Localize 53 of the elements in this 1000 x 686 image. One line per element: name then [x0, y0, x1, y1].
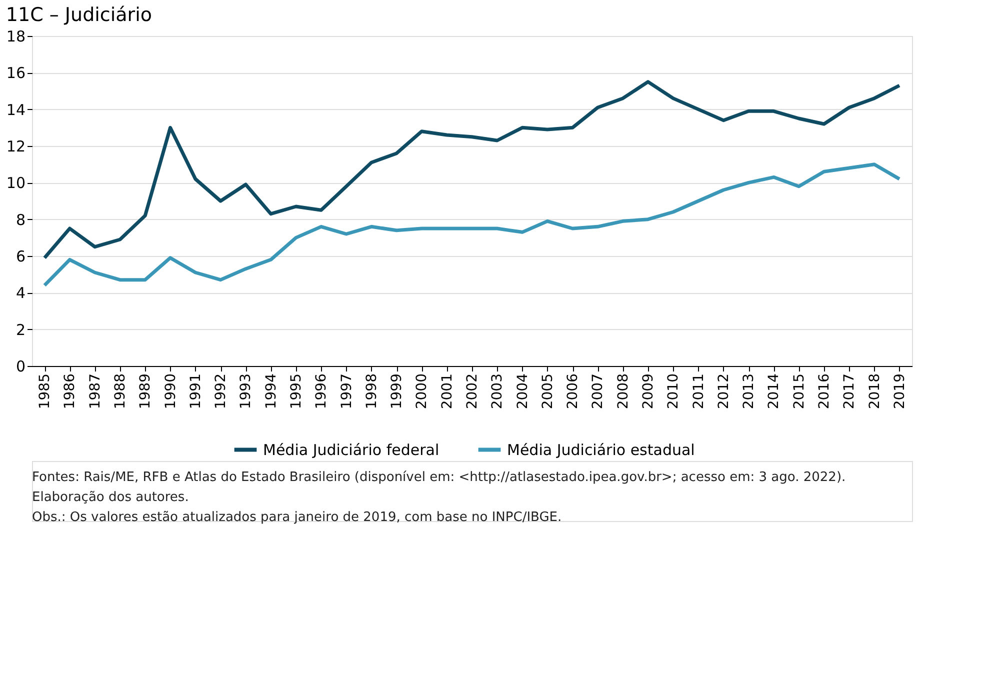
x-tick-label: 2017 [842, 374, 858, 410]
legend-label: Média Judiciário estadual [507, 440, 695, 459]
x-tick-label: 2016 [816, 373, 832, 410]
legend-label: Média Judiciário federal [263, 440, 440, 459]
x-tick-label: 2003 [490, 374, 506, 410]
x-tick-label: 2011 [690, 374, 707, 410]
y-tick-label: 6 [16, 248, 26, 266]
text: Elaboração dos autores. [32, 490, 189, 505]
x-tick-label: 2014 [766, 373, 782, 410]
y-tick-label: 12 [6, 138, 26, 156]
y-tick-label: 0 [16, 358, 26, 376]
x-tick-label: 1992 [213, 374, 230, 410]
x-tick-label: 1987 [87, 374, 104, 410]
x-tick-label: 1999 [389, 374, 406, 410]
x-tick-label: 2004 [514, 373, 531, 410]
x-tick-label: 1990 [162, 374, 179, 410]
y-tick-label: 18 [6, 28, 26, 46]
x-tick-label: 1986 [62, 373, 78, 410]
text: Obs.: Os valores estão atualizados para janeiro de 2019, com base no INPC/IBGE. [32, 510, 562, 525]
y-tick-label: 16 [6, 64, 26, 82]
x-tick-label: 2015 [791, 374, 808, 410]
x-tick-label: 2005 [540, 374, 556, 410]
chart-title: 11C – Judiciário [6, 4, 152, 26]
x-tick-label: 2018 [866, 374, 883, 410]
x-tick-label: 1993 [238, 374, 254, 410]
text: Fontes: Rais/ME, RFB e Atlas do Estado Brasileiro (disponível em: <http://atlasestado.ipea.gov.br>; acesso em: 3 ago. 2022). [32, 470, 846, 485]
x-tick-label: 2001 [439, 374, 456, 410]
x-tick-label: 1998 [364, 374, 380, 410]
x-tick-label: 2002 [464, 374, 480, 410]
x-tick-label: 1997 [338, 374, 355, 410]
line-series [42, 162, 902, 288]
x-tick-label: 1989 [138, 374, 154, 410]
x-tick-label: 2006 [565, 373, 582, 410]
x-tick-label: 2010 [666, 374, 682, 410]
x-tick-label: 2000 [414, 374, 430, 410]
x-tick-label: 2012 [716, 374, 732, 410]
x-tick-label: 2013 [741, 374, 758, 410]
y-tick-label: 4 [16, 284, 26, 302]
y-tick-label: 10 [6, 174, 26, 192]
x-tick-label: 2008 [615, 374, 632, 410]
x-tick-label: 1996 [314, 373, 330, 410]
y-tick-label: 2 [16, 320, 26, 339]
x-tick-label: 1991 [188, 374, 204, 410]
x-tick-label: 1995 [288, 374, 304, 410]
x-tick-label: 2009 [640, 374, 656, 410]
x-tick-label: 1994 [263, 373, 280, 410]
x-tick-label: 2019 [892, 374, 908, 410]
x-tick-label: 1985 [37, 374, 54, 410]
y-tick-label: 14 [6, 100, 26, 119]
y-tick-label: 8 [16, 210, 26, 229]
x-tick-label: 2007 [590, 374, 606, 410]
x-tick-label: 1988 [112, 374, 128, 410]
line-series [42, 80, 902, 260]
